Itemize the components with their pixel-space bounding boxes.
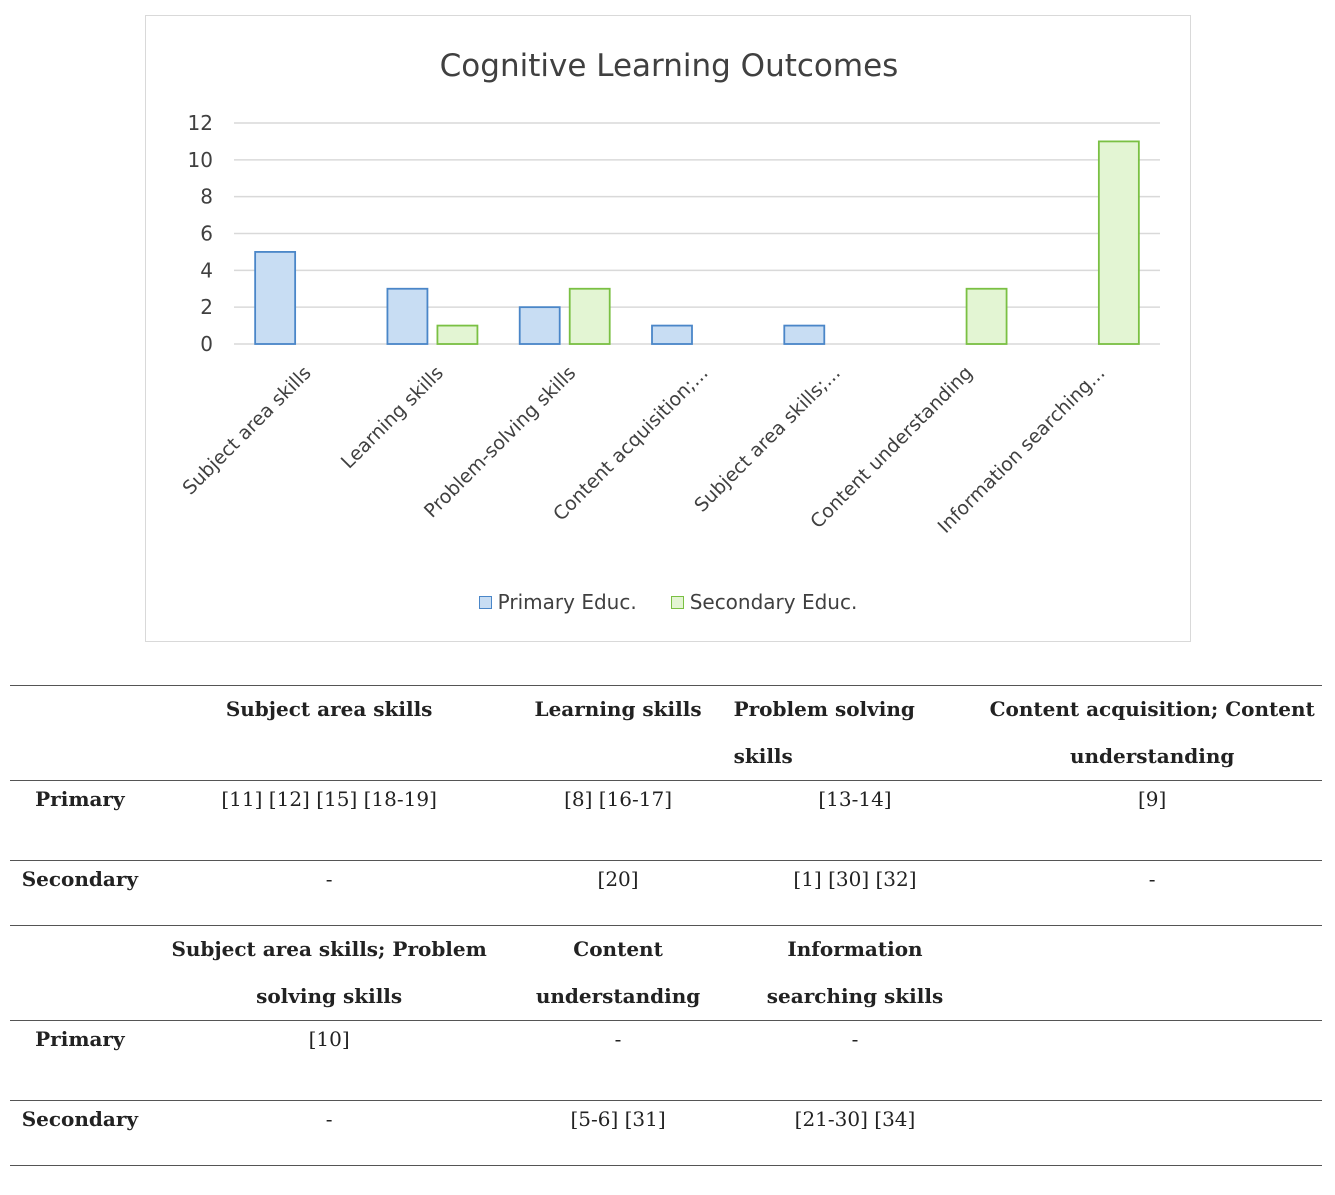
bar-secondary: [436, 324, 479, 345]
chart-title: Cognitive Learning Outcomes: [440, 48, 899, 84]
table-cell: [11] [12] [15] [18-19]: [149, 780, 509, 861]
table-cell: [10]: [149, 1020, 509, 1101]
table-cell: -: [149, 860, 509, 926]
header-cell: Information searching skills: [727, 925, 983, 1021]
bar-secondary: [568, 287, 611, 345]
table-row: Secondary - [20] [1] [30] [32] -: [10, 860, 1322, 926]
x-tick-label: Learning skills: [337, 362, 448, 473]
header-cell: Content understanding: [508, 925, 728, 1021]
legend-swatch-primary: [478, 595, 492, 609]
bar-secondary: [1097, 140, 1140, 345]
bar-primary: [518, 306, 561, 345]
table-cell: [5-6] [31]: [508, 1100, 728, 1166]
table-cell: [20]: [508, 860, 728, 926]
gridlines: [234, 122, 1160, 345]
x-tick-label: Subject area skills;...: [690, 362, 845, 517]
x-tick-label: Content acquisition;...: [549, 362, 712, 525]
y-axis-ticks: 0 2 4 6 8 10 12: [188, 111, 213, 356]
bar-chart: Cognitive Learning Outcomes 0 2 4 6 8 10 12 Su…: [178, 48, 1160, 538]
header-cell: Subject area skills: [149, 685, 509, 781]
table-row: Secondary - [5-6] [31] [21-30] [34]: [10, 1100, 1322, 1166]
x-axis-labels: Subject area skills Learning skillsProble…: [178, 362, 1109, 538]
x-tick-label: Subject area skills: [178, 362, 315, 499]
header-cell: Content acquisition; Content understandi…: [982, 685, 1322, 781]
table-row: Primary [11] [12] [15] [18-19] [8] [16-1…: [10, 780, 1322, 861]
table-cell: [13-14]: [727, 780, 983, 861]
legend-item-secondary: Secondary Educ.: [670, 590, 858, 614]
legend-item-primary: Primary Educ.: [478, 590, 637, 614]
table-row: Primary [10] - -: [10, 1020, 1322, 1101]
header-empty: [10, 685, 150, 781]
y-tick-label: 8: [200, 185, 213, 209]
bar-primary: [386, 287, 429, 345]
table-cell: [21-30] [34]: [727, 1100, 983, 1166]
header-cell: Subject area skills; Problem solving ski…: [149, 925, 509, 1021]
header-cell: Problem solving skills: [727, 685, 983, 781]
table-cell: -: [982, 860, 1322, 926]
chart-container: Cognitive Learning Outcomes 0 2 4 6 8 10 12 Su…: [145, 15, 1191, 642]
bar-secondary: [965, 287, 1008, 345]
bar-primary: [651, 324, 693, 345]
header-cell: Learning skills: [508, 685, 728, 781]
bar-primary: [783, 324, 826, 345]
header-empty: [10, 925, 150, 1021]
table-cell: [8] [16-17]: [508, 780, 728, 861]
y-tick-label: 10: [188, 148, 213, 172]
row-label: Secondary: [10, 1100, 150, 1166]
row-label: Primary: [10, 780, 150, 861]
bar-primary: [254, 251, 297, 345]
y-tick-label: 6: [200, 222, 213, 246]
table-cell: [9]: [982, 780, 1322, 861]
y-tick-label: 4: [200, 258, 213, 282]
row-label: Primary: [10, 1020, 150, 1101]
table-header-row: Subject area skills; Problem solving ski…: [10, 925, 1322, 1021]
table-cell: -: [508, 1020, 728, 1101]
table-cell: -: [727, 1020, 983, 1101]
table-cell-empty: [982, 1100, 1322, 1166]
chart-legend: Primary Educ. Secondary Educ.: [146, 590, 1190, 614]
y-tick-label: 2: [200, 295, 213, 319]
references-table: Subject area skills Learning skills Prob…: [10, 685, 1322, 1166]
legend-label-secondary: Secondary Educ.: [689, 590, 858, 614]
table-header-row: Subject area skills Learning skills Prob…: [10, 685, 1322, 781]
header-empty: [982, 925, 1322, 1021]
y-tick-label: 12: [188, 111, 213, 135]
table-cell: [1] [30] [32]: [727, 860, 983, 926]
legend-swatch-secondary: [670, 595, 684, 609]
x-tick-label: Problem-solving skills: [420, 362, 580, 522]
legend-label-primary: Primary Educ.: [497, 590, 637, 614]
y-tick-label: 0: [200, 332, 213, 356]
table-cell-empty: [982, 1020, 1322, 1101]
table-cell: -: [149, 1100, 509, 1166]
bars: [254, 140, 1140, 345]
row-label: Secondary: [10, 860, 150, 926]
